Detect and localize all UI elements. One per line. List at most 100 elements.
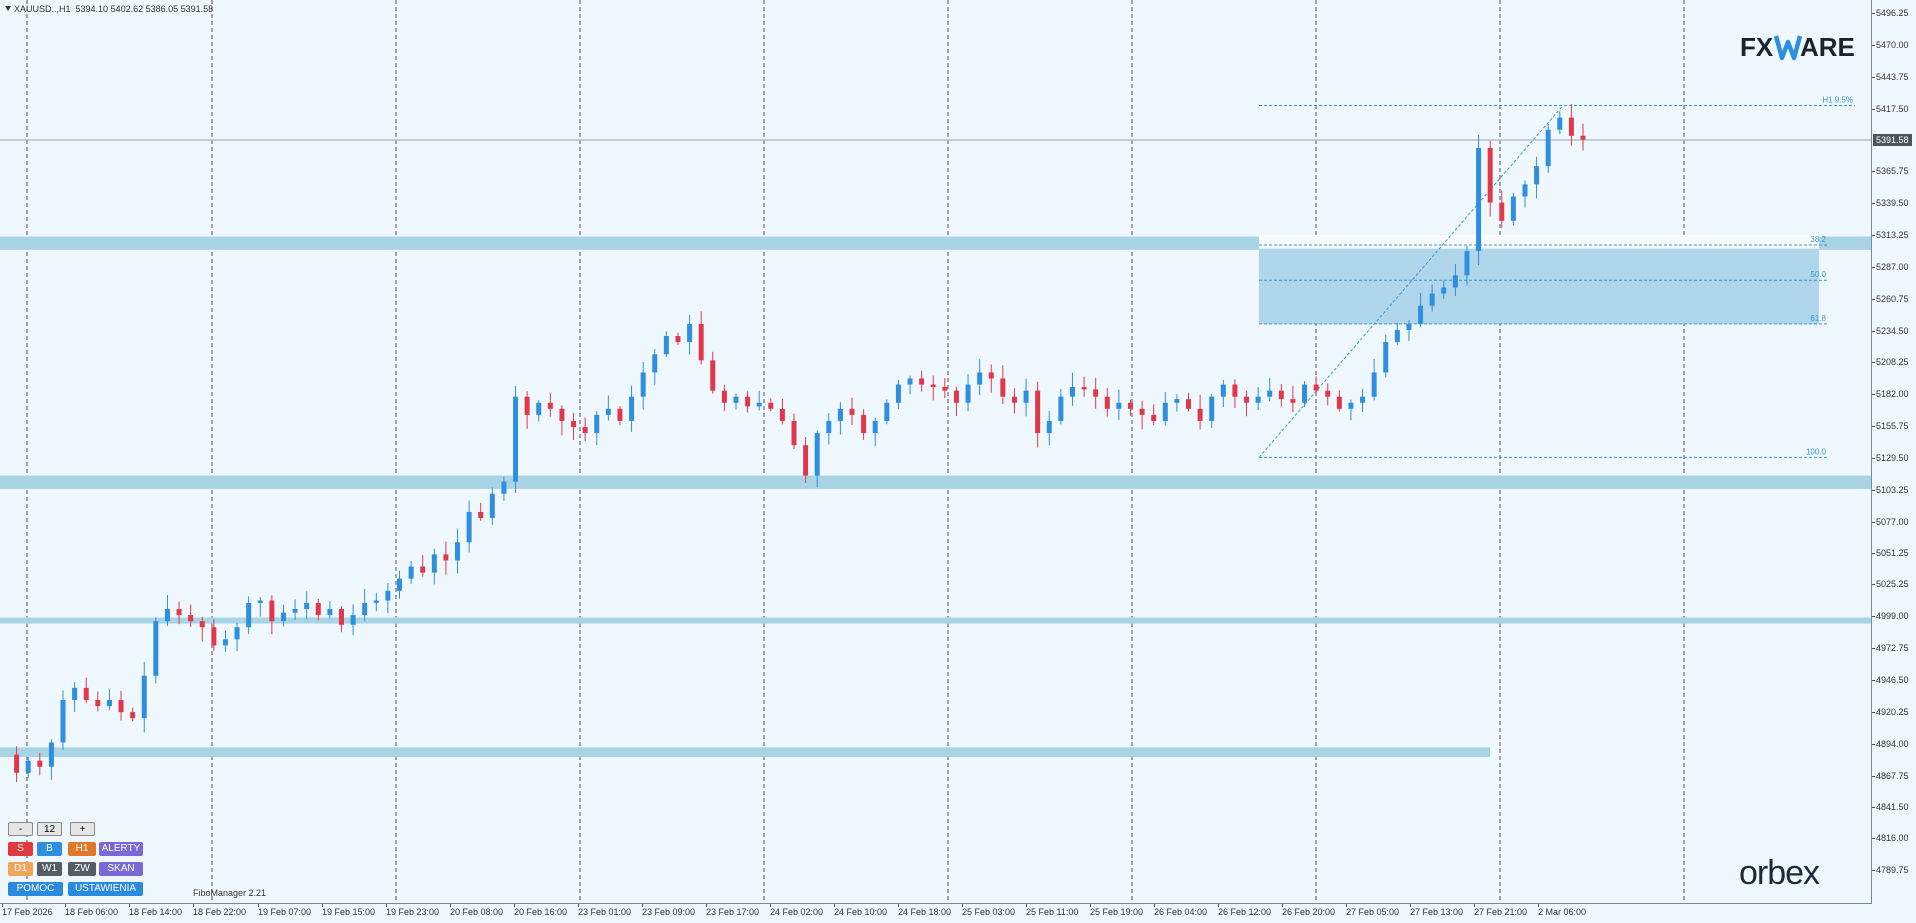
timeframe-d1-button[interactable]: D1 [8, 862, 33, 876]
candle-body [895, 384, 901, 403]
candle-body [83, 687, 89, 701]
candle-body [443, 554, 449, 561]
candle-body [1499, 202, 1505, 221]
candle-body [977, 372, 983, 385]
candle-body [211, 627, 217, 646]
timeframe-w1-button[interactable]: W1 [37, 862, 62, 876]
fxware-w-icon [1773, 35, 1803, 61]
candle-body [141, 675, 147, 719]
time-tick-label: 19 Feb 15:00 [322, 904, 376, 917]
candle-body [582, 427, 588, 434]
price-tick-label: 4946.50 [1872, 674, 1909, 685]
candle-body [1383, 342, 1389, 373]
candle-body [153, 621, 159, 676]
candle-body [1000, 378, 1006, 397]
candle-body [1545, 129, 1551, 167]
price-tick-label: 4867.75 [1872, 770, 1909, 781]
candle-body [1464, 251, 1470, 276]
candle-body [1510, 196, 1516, 221]
candle-body [953, 390, 959, 403]
candle-body [803, 445, 809, 476]
price-tick-label: 5260.75 [1872, 293, 1909, 304]
fibo-level-label: 50.0 [1810, 270, 1826, 279]
time-tick-label: 23 Feb 09:00 [642, 904, 696, 917]
alerts-button[interactable]: ALERTY [99, 842, 143, 856]
candle-body [118, 700, 124, 713]
price-tick-label: 5129.50 [1872, 452, 1909, 463]
candle-body [373, 600, 379, 603]
timeframe-h1-button[interactable]: H1 [68, 842, 96, 856]
time-tick-label: 26 Feb 12:00 [1218, 904, 1272, 917]
candle-body [907, 378, 913, 385]
candle-body [1255, 396, 1261, 403]
candle-body [327, 609, 333, 616]
candle-body [1476, 147, 1482, 252]
candle-body [1151, 414, 1157, 421]
scan-button[interactable]: SKAN [99, 862, 143, 876]
buy-button[interactable]: B [37, 842, 62, 856]
candle-body [315, 602, 321, 616]
price-tick-label: 5182.00 [1872, 389, 1909, 400]
decrease-button[interactable]: - [8, 822, 33, 836]
candle-body [571, 420, 577, 428]
sell-button[interactable]: S [8, 842, 33, 856]
candle-body [269, 600, 275, 622]
candle-body [1418, 305, 1424, 324]
candle-body [385, 590, 391, 601]
candle-body [617, 408, 623, 421]
fibo-gap [1259, 235, 1819, 249]
price-tick-label: 5077.00 [1872, 516, 1909, 527]
candle-body [733, 396, 739, 403]
candle-body [605, 408, 611, 415]
time-tick-label: 17 Feb 2026 [2, 904, 53, 917]
candle-body [1348, 402, 1354, 409]
candle-body [304, 602, 310, 610]
orbex-logo: orbex [1739, 854, 1820, 892]
candle-body [698, 323, 704, 361]
price-tick-label: 4999.00 [1872, 611, 1909, 622]
help-button[interactable]: POMOC [8, 882, 63, 896]
zw-button[interactable]: ZW [68, 862, 96, 876]
value-field[interactable]: 12 [37, 822, 62, 836]
candle-body [1127, 402, 1133, 409]
current-price-label: 5391.58 [1873, 133, 1912, 146]
candle-body [687, 323, 693, 343]
candle-body [1046, 420, 1052, 434]
fibomanager-label: FiboManager 2.21 [193, 888, 267, 898]
symbol-info: XAUUSD..,H1 5394.10 5402.62 5386.05 5391… [5, 4, 213, 14]
increase-button[interactable]: + [70, 822, 95, 836]
candle-body [1139, 408, 1145, 415]
symbol-name: XAUUSD..,H1 [14, 4, 71, 14]
price-tick-label: 5051.25 [1872, 547, 1909, 558]
candlestick-chart[interactable]: H1 9.5% 38.2 50.0 61.8 100.0 [0, 0, 1872, 904]
sr-zone [0, 475, 1871, 489]
candle-body [14, 754, 20, 773]
candle-body [965, 384, 971, 403]
time-tick-label: 26 Feb 20:00 [1282, 904, 1336, 917]
candle-body [489, 493, 495, 519]
fibo-level-label: 100.0 [1806, 447, 1827, 456]
chart-area[interactable]: H1 9.5% 38.2 50.0 61.8 100.0 XAUUSD..,H1 539… [0, 0, 1872, 904]
candle-body [280, 612, 286, 622]
time-tick-label: 2 Mar 06:00 [1538, 904, 1587, 917]
candle-body [756, 402, 762, 407]
candle-body [362, 602, 368, 616]
time-tick-label: 26 Feb 04:00 [1154, 904, 1208, 917]
candle-body [768, 402, 774, 409]
candle-body [837, 408, 843, 421]
candle-body [1360, 396, 1366, 403]
candle-body [1093, 389, 1099, 397]
dropdown-triangle-icon[interactable] [5, 6, 11, 11]
price-tick-label: 5234.50 [1872, 325, 1909, 336]
candle-body [37, 760, 43, 767]
candle-body [1290, 399, 1296, 403]
price-tick-label: 4841.50 [1872, 802, 1909, 813]
candle-body [942, 386, 948, 391]
candle-body [988, 372, 994, 379]
candle-body [1104, 396, 1110, 409]
candle-body [721, 390, 727, 403]
candle-body [1487, 147, 1493, 203]
settings-button[interactable]: USTAWIENIA [68, 882, 143, 896]
fxware-logo: FX ARE [1740, 32, 1860, 62]
candle-body [1406, 323, 1412, 330]
